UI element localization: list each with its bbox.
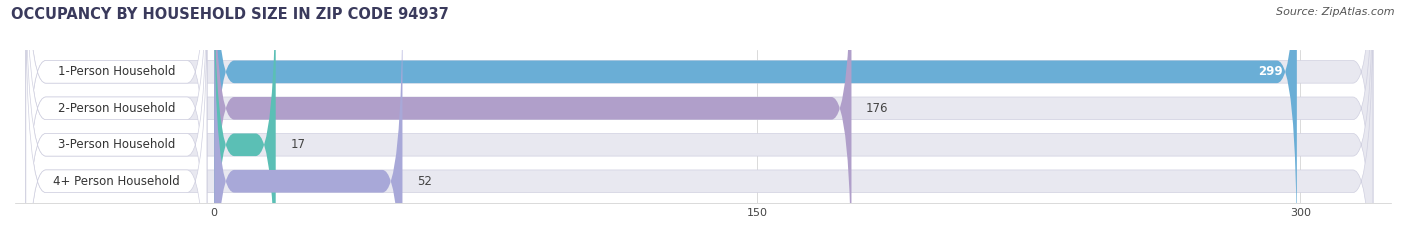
FancyBboxPatch shape — [214, 0, 276, 233]
FancyBboxPatch shape — [214, 0, 1296, 233]
FancyBboxPatch shape — [25, 0, 1372, 233]
FancyBboxPatch shape — [25, 0, 207, 233]
FancyBboxPatch shape — [214, 0, 402, 233]
FancyBboxPatch shape — [25, 0, 1372, 233]
Text: Source: ZipAtlas.com: Source: ZipAtlas.com — [1277, 7, 1395, 17]
Text: OCCUPANCY BY HOUSEHOLD SIZE IN ZIP CODE 94937: OCCUPANCY BY HOUSEHOLD SIZE IN ZIP CODE … — [11, 7, 449, 22]
Text: 2-Person Household: 2-Person Household — [58, 102, 176, 115]
Text: 1-Person Household: 1-Person Household — [58, 65, 176, 78]
Text: 4+ Person Household: 4+ Person Household — [53, 175, 180, 188]
Text: 52: 52 — [418, 175, 432, 188]
FancyBboxPatch shape — [25, 0, 207, 233]
Text: 3-Person Household: 3-Person Household — [58, 138, 176, 151]
FancyBboxPatch shape — [25, 0, 207, 233]
FancyBboxPatch shape — [214, 0, 852, 233]
FancyBboxPatch shape — [25, 0, 1372, 233]
FancyBboxPatch shape — [25, 0, 207, 233]
Text: 17: 17 — [290, 138, 305, 151]
FancyBboxPatch shape — [25, 0, 1372, 233]
Text: 176: 176 — [866, 102, 889, 115]
Text: 299: 299 — [1258, 65, 1282, 78]
